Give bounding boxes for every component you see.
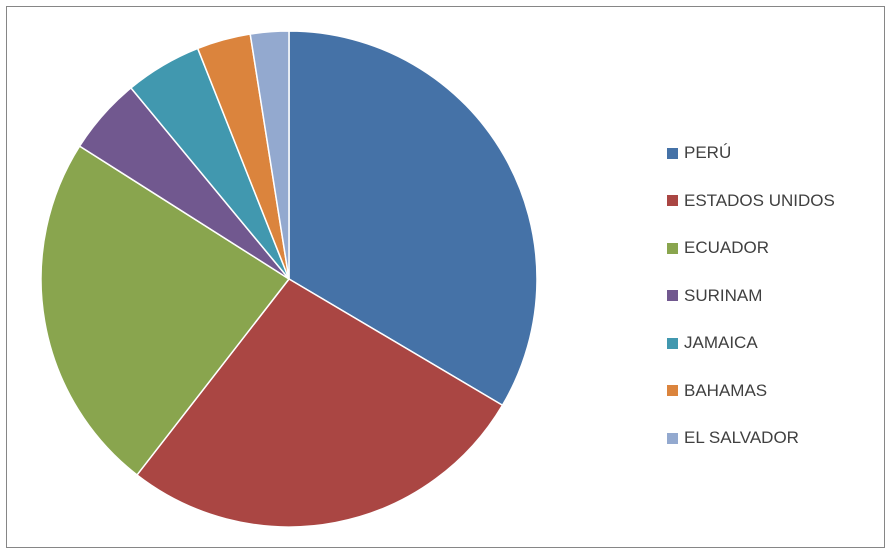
legend-label: SURINAM — [684, 285, 763, 305]
legend-label: PERÚ — [684, 143, 732, 162]
legend: PERÚ ESTADOS UNIDOS ECUADOR SURINAM JAMAICA B… — [667, 141, 835, 474]
legend-item-jamaica: JAMAICA — [667, 331, 835, 355]
pie-chart — [40, 30, 538, 528]
legend-swatch — [667, 432, 678, 444]
legend-item-estados-unidos: ESTADOS UNIDOS — [667, 189, 835, 213]
legend-label: BAHAMAS — [684, 380, 768, 400]
legend-item-el-salvador: EL SALVADOR — [667, 426, 835, 450]
legend-label: JAMAICA — [684, 333, 758, 352]
legend-swatch — [667, 290, 678, 301]
chart-area: PERÚ ESTADOS UNIDOS ECUADOR SURINAM JAMAICA B… — [6, 6, 885, 548]
legend-swatch — [667, 242, 678, 254]
legend-item-bahamas: BAHAMAS — [667, 379, 835, 403]
pie-slice-estados-unidos — [136, 278, 504, 528]
pie-slice-el-salvador — [249, 30, 290, 280]
legend-item-ecuador: ECUADOR — [667, 236, 835, 260]
pie-slices — [40, 30, 538, 528]
legend-swatch — [667, 147, 678, 159]
legend-label: EL SALVADOR — [684, 428, 799, 447]
legend-label: ECUADOR — [684, 238, 770, 257]
legend-item-surinam: SURINAM — [667, 284, 835, 308]
legend-item-peru: PERÚ — [667, 141, 835, 165]
pie-slice-ecuador — [40, 145, 290, 476]
legend-swatch — [667, 385, 678, 396]
pie-slice-peru — [288, 30, 538, 406]
legend-label: ESTADOS UNIDOS — [684, 190, 835, 210]
legend-swatch — [667, 195, 678, 206]
legend-swatch — [667, 337, 678, 349]
